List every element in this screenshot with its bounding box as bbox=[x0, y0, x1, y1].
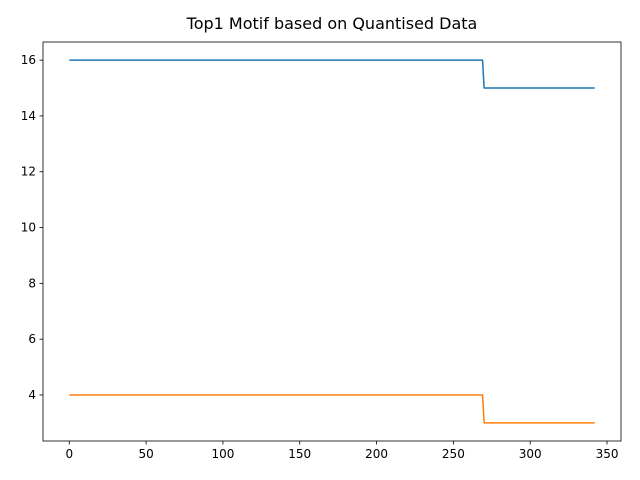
y-tick-label: 4 bbox=[28, 388, 36, 402]
y-tick-label: 16 bbox=[21, 53, 36, 67]
x-tick-label: 250 bbox=[442, 447, 465, 461]
x-tick-label: 0 bbox=[65, 447, 73, 461]
y-tick-label: 6 bbox=[28, 332, 36, 346]
series-line-2 bbox=[69, 394, 595, 424]
axes-layer: 0 50 100 150 200 250 300 350 4 6 8 10 12 14 16 bbox=[21, 41, 622, 461]
series-layer bbox=[69, 59, 595, 424]
plot-frame bbox=[42, 41, 622, 442]
y-tick-label: 12 bbox=[21, 165, 36, 179]
x-tick-label: 100 bbox=[211, 447, 234, 461]
y-tick-label: 10 bbox=[21, 221, 36, 235]
x-tick-label: 350 bbox=[596, 447, 619, 461]
chart-title: Top1 Motif based on Quantised Data bbox=[186, 14, 478, 33]
y-tick-label: 8 bbox=[28, 276, 36, 290]
x-tick-label: 50 bbox=[138, 447, 153, 461]
x-tick-label: 300 bbox=[519, 447, 542, 461]
series-line-1 bbox=[69, 59, 595, 89]
y-tick-label: 14 bbox=[21, 109, 36, 123]
x-tick-label: 150 bbox=[288, 447, 311, 461]
x-tick-label: 200 bbox=[365, 447, 388, 461]
